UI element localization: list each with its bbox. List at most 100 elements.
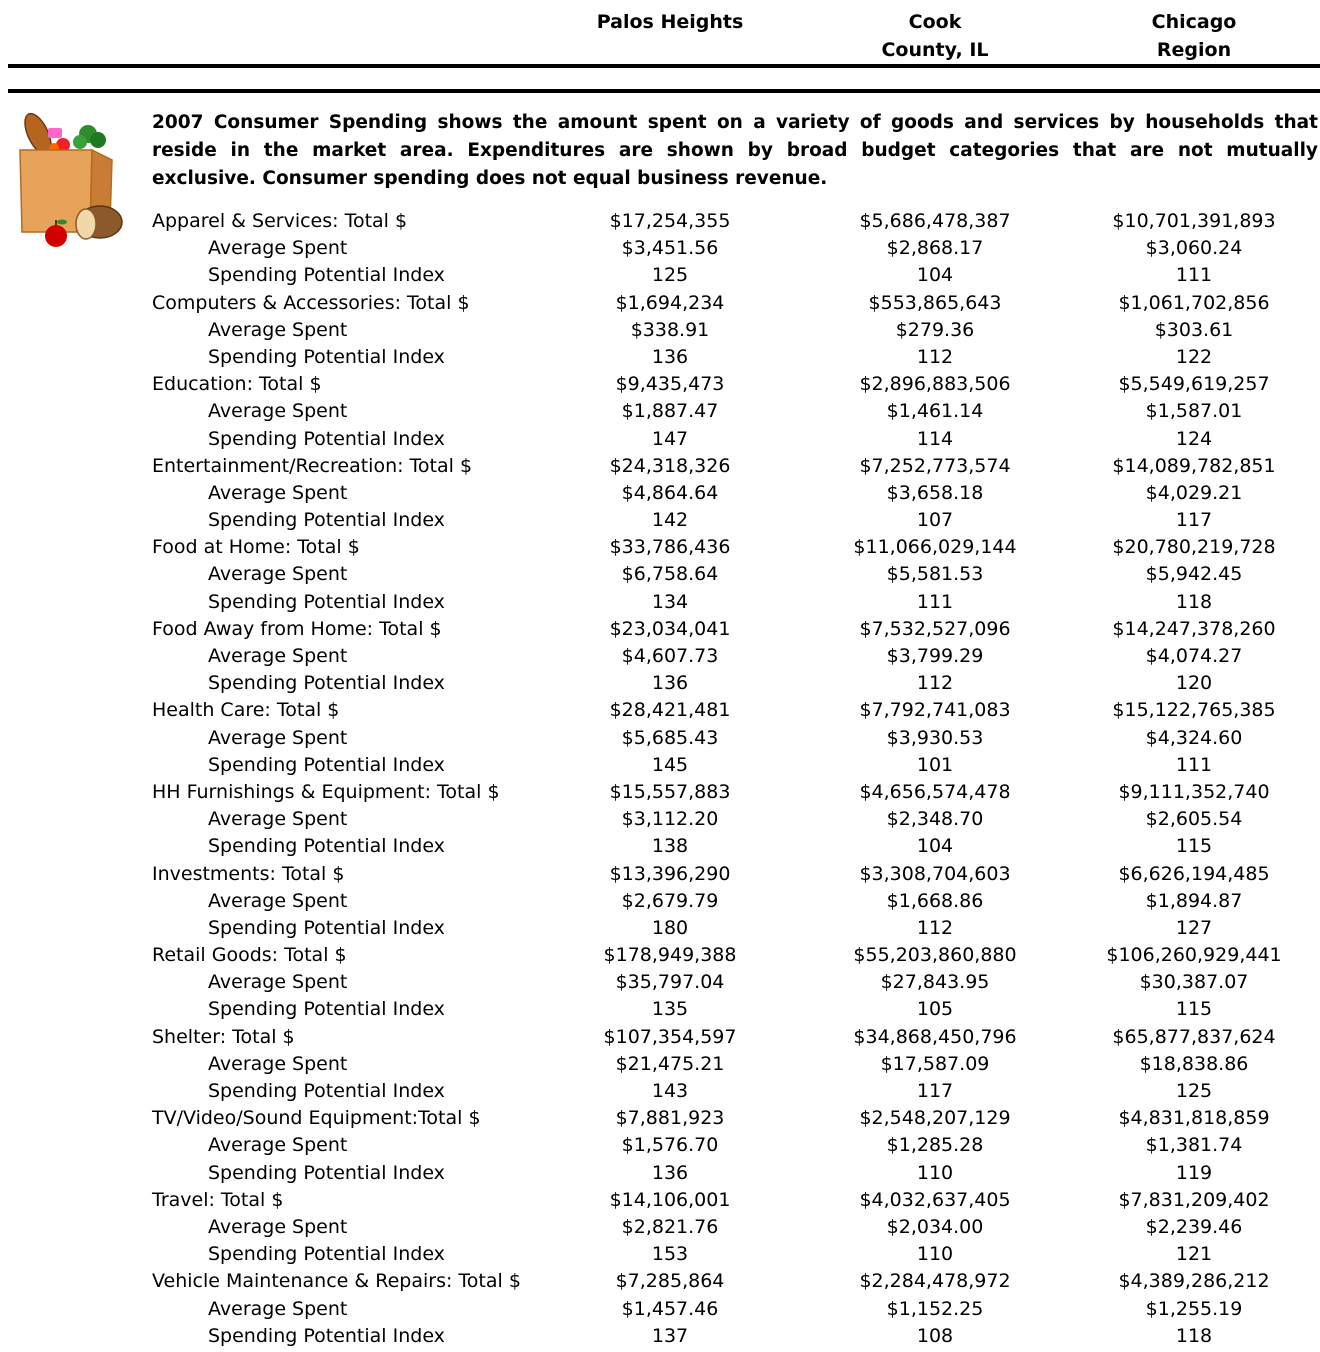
value-cell: $4,864.64: [621, 481, 719, 504]
row-label: Average Spent: [208, 1052, 348, 1075]
grocery-bag-icon: [19, 112, 123, 247]
spending-table: Apparel & Services: Total $ $17,254,355 $5…: [0, 208, 1320, 1350]
value-cell: $18,838.86: [1139, 1052, 1249, 1075]
row-label: Education: Total $: [152, 373, 322, 396]
value-cell: $7,881,923: [615, 1107, 725, 1130]
category-total-row: HH Furnishings & Equipment: Total $ $15,5…: [0, 779, 1320, 806]
value-cell: 145: [651, 753, 689, 776]
average-spent-row: Average Spent $3,451.56 $2,868.17 $3,060.24: [0, 235, 1320, 262]
value-cell: 104: [916, 264, 954, 287]
row-label: Spending Potential Index: [208, 509, 445, 532]
value-cell: $106,260,929,441: [1106, 944, 1282, 967]
value-cell: 121: [1175, 1243, 1213, 1266]
value-cell: $2,868.17: [886, 237, 984, 260]
row-label: TV/Video/Sound Equipment:Total $: [152, 1107, 481, 1130]
value-cell: $4,324.60: [1145, 726, 1243, 749]
average-spent-row: Average Spent $2,679.79 $1,668.86 $1,894.87: [0, 888, 1320, 915]
value-cell: $1,152.25: [886, 1297, 984, 1320]
value-cell: $1,061,702,856: [1118, 291, 1270, 314]
value-cell: $11,066,029,144: [853, 536, 1017, 559]
category-total-row: Computers & Accessories: Total $ $1,694,2…: [0, 290, 1320, 317]
value-cell: $34,868,450,796: [853, 1025, 1017, 1048]
value-cell: 114: [916, 427, 954, 450]
row-label: Average Spent: [208, 237, 348, 260]
value-cell: $1,461.14: [886, 400, 984, 423]
value-cell: 134: [651, 590, 689, 613]
row-label: Average Spent: [208, 563, 348, 586]
row-label: Average Spent: [208, 1297, 348, 1320]
category-total-row: Health Care: Total $ $28,421,481 $7,792,74…: [0, 697, 1320, 724]
value-cell: $7,285,864: [615, 1270, 725, 1293]
value-cell: $553,865,643: [868, 291, 1002, 314]
row-label: Spending Potential Index: [208, 1324, 445, 1347]
category-total-row: Entertainment/Recreation: Total $ $24,318…: [0, 453, 1320, 480]
header-rule-top: [8, 64, 1320, 68]
category-total-row: Food Away from Home: Total $ $23,034,041 $…: [0, 616, 1320, 643]
value-cell: 112: [916, 672, 954, 695]
row-label: Shelter: Total $: [152, 1025, 295, 1048]
average-spent-row: Average Spent $21,475.21 $17,587.09 $18,838…: [0, 1051, 1320, 1078]
value-cell: $2,239.46: [1145, 1215, 1243, 1238]
value-cell: $14,106,001: [609, 1188, 731, 1211]
row-label: Entertainment/Recreation: Total $: [152, 454, 473, 477]
value-cell: 105: [916, 998, 954, 1021]
value-cell: 115: [1175, 835, 1213, 858]
column-header-palos-heights: Palos Heights: [570, 8, 770, 36]
value-cell: $4,831,818,859: [1118, 1107, 1270, 1130]
row-label: Apparel & Services: Total $: [152, 210, 408, 232]
spending-index-row: Spending Potential Index 136 112 120: [0, 670, 1320, 697]
value-cell: 127: [1175, 916, 1213, 939]
value-cell: $2,896,883,506: [859, 373, 1011, 396]
row-label: Food at Home: Total $: [152, 536, 360, 559]
value-cell: 122: [1175, 345, 1213, 368]
spending-index-row: Spending Potential Index 134 111 118: [0, 589, 1320, 616]
row-label: Spending Potential Index: [208, 916, 445, 939]
value-cell: 118: [1175, 590, 1213, 613]
value-cell: 111: [916, 590, 954, 613]
value-cell: 124: [1175, 427, 1213, 450]
value-cell: 180: [651, 916, 689, 939]
value-cell: $1,457.46: [621, 1297, 719, 1320]
value-cell: $2,348.70: [886, 808, 984, 831]
average-spent-row: Average Spent $35,797.04 $27,843.95 $30,387…: [0, 969, 1320, 996]
value-cell: $14,247,378,260: [1112, 617, 1276, 640]
row-label: Spending Potential Index: [208, 672, 445, 695]
value-cell: $1,887.47: [621, 400, 719, 423]
row-label: Average Spent: [208, 318, 348, 341]
spending-index-row: Spending Potential Index 180 112 127: [0, 915, 1320, 942]
value-cell: $3,658.18: [886, 481, 984, 504]
category-total-row: Investments: Total $ $13,396,290 $3,308,70…: [0, 861, 1320, 888]
category-total-row: Travel: Total $ $14,106,001 $4,032,637,405…: [0, 1187, 1320, 1214]
row-label: Computers & Accessories: Total $: [152, 291, 470, 314]
category-total-row: Education: Total $ $9,435,473 $2,896,883,5…: [0, 371, 1320, 398]
row-label: Average Spent: [208, 481, 348, 504]
value-cell: 111: [1175, 264, 1213, 287]
value-cell: 125: [1175, 1080, 1213, 1102]
value-cell: $338.91: [630, 318, 710, 341]
row-label: Spending Potential Index: [208, 753, 445, 776]
value-cell: $9,435,473: [615, 373, 725, 396]
value-cell: $1,576.70: [621, 1134, 719, 1157]
category-total-row: Retail Goods: Total $ $178,949,388 $55,203…: [0, 942, 1320, 969]
row-label: Average Spent: [208, 808, 348, 831]
row-label: Retail Goods: Total $: [152, 944, 347, 967]
row-label: Average Spent: [208, 971, 348, 994]
average-spent-row: Average Spent $3,112.20 $2,348.70 $2,605.54: [0, 806, 1320, 833]
value-cell: $21,475.21: [615, 1052, 725, 1075]
column-header-line: Chicago: [1151, 11, 1237, 33]
value-cell: $15,122,765,385: [1112, 699, 1276, 722]
spending-index-row: Spending Potential Index 125 104 111: [0, 262, 1320, 289]
value-cell: 137: [651, 1324, 689, 1347]
value-cell: 118: [1175, 1324, 1213, 1347]
value-cell: 104: [916, 835, 954, 858]
row-label: Spending Potential Index: [208, 1161, 445, 1184]
column-header-line: County, IL: [881, 39, 989, 61]
value-cell: 112: [916, 916, 954, 939]
value-cell: $5,581.53: [886, 563, 984, 586]
value-cell: $27,843.95: [880, 971, 990, 994]
spending-index-row: Spending Potential Index 135 105 115: [0, 996, 1320, 1023]
average-spent-row: Average Spent $5,685.43 $3,930.53 $4,324.60: [0, 725, 1320, 752]
row-label: Average Spent: [208, 726, 348, 749]
category-total-row: Apparel & Services: Total $ $17,254,355 $5…: [0, 208, 1320, 235]
value-cell: $1,668.86: [886, 889, 984, 912]
